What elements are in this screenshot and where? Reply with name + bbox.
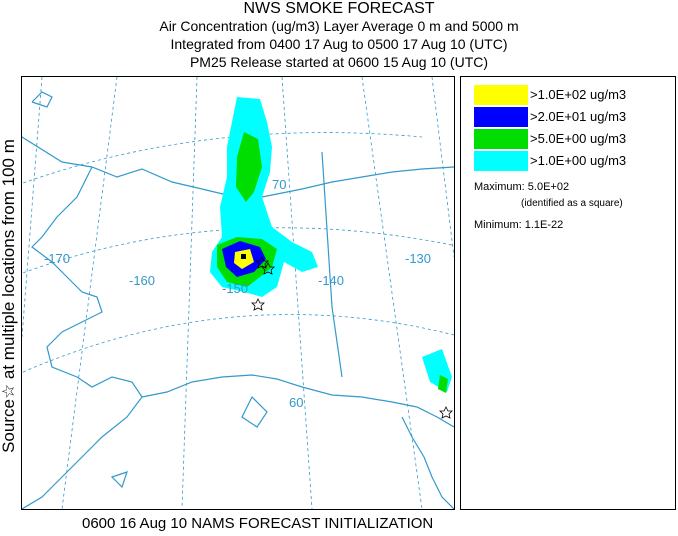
source-markers	[251, 256, 453, 419]
legend-swatch-cyan	[474, 151, 528, 171]
legend-swatch-green	[474, 129, 528, 149]
concentration-subtitle: Air Concentration (ug/m3) Layer Average …	[159, 18, 519, 34]
legend-label-4: >1.0E+00 ug/m3	[530, 153, 627, 168]
maximum-value: Maximum: 5.0E+02	[474, 181, 570, 193]
smoke-plume	[210, 97, 452, 393]
integration-period: Integrated from 0400 17 Aug to 0500 17 A…	[170, 36, 508, 52]
legend-label-3: >5.0E+00 ug/m3	[530, 131, 627, 146]
alaska-map: -170 -160 -150 -140 -130 70 60	[22, 77, 454, 509]
source-location-label: Source☆ at multiple locations from 100 m	[0, 139, 18, 453]
maximum-square	[241, 254, 246, 259]
legend-swatch-yellow	[474, 85, 528, 105]
legend-label-2: >2.0E+01 ug/m3	[530, 109, 627, 124]
legend-label-1: >1.0E+02 ug/m3	[530, 87, 627, 102]
maximum-note: (identified as a square)	[521, 198, 623, 209]
lat-label-70: 70	[272, 177, 286, 192]
legend-swatch-blue	[474, 107, 528, 127]
coastline	[22, 91, 454, 509]
initialization-label: 0600 16 Aug 10 NAMS FORECAST INITIALIZAT…	[82, 515, 434, 532]
map-panel: -170 -160 -150 -140 -130 70 60	[21, 76, 455, 510]
lat-label-60: 60	[289, 395, 303, 410]
minimum-value: Minimum: 1.1E-22	[474, 219, 564, 231]
release-start: PM25 Release started at 0600 15 Aug 10 (…	[189, 54, 489, 70]
legend-panel: >1.0E+02 ug/m3 >2.0E+01 ug/m3 >5.0E+00 u…	[460, 76, 676, 510]
lon-label-160: -160	[129, 273, 155, 288]
lon-label-150: -150	[222, 281, 248, 296]
lon-label-130: -130	[405, 251, 431, 266]
lon-label-170: -170	[44, 251, 70, 266]
forecast-title: NWS SMOKE FORECAST	[243, 0, 435, 17]
lon-label-140: -140	[318, 273, 344, 288]
